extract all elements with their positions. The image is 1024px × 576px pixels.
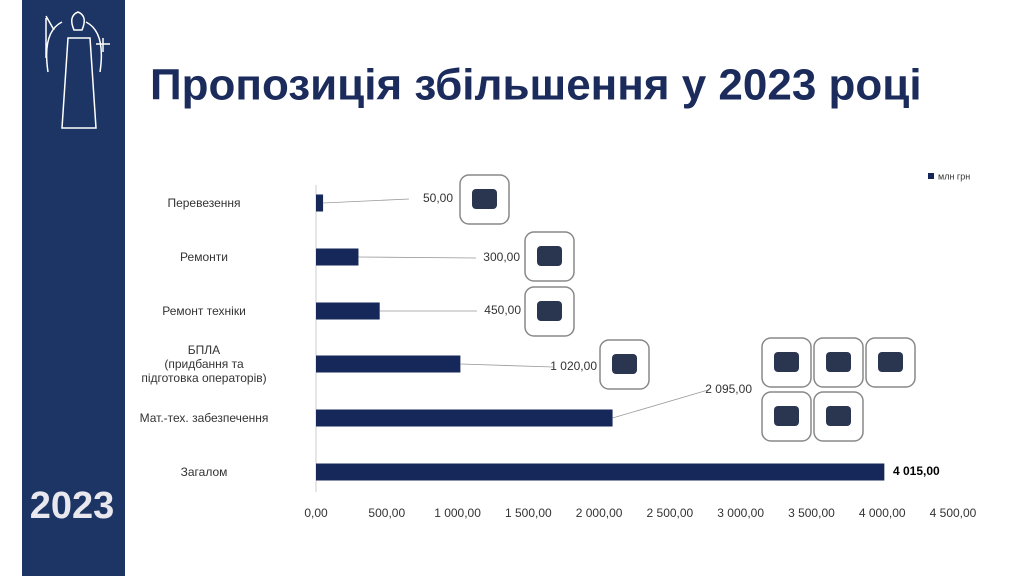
category-label: БПЛА (придбання та підготовка операторів…: [141, 343, 267, 385]
x-tick-label: 2 500,00: [647, 506, 694, 520]
x-tick-label: 500,00: [368, 506, 405, 520]
value-label: 450,00: [484, 303, 521, 317]
leader-line: [612, 389, 709, 419]
value-label: 50,00: [423, 191, 453, 205]
x-tick-label: 1 500,00: [505, 506, 552, 520]
icon-glyph: [537, 301, 562, 321]
icon-glyph: [826, 352, 851, 372]
x-tick-label: 2 000,00: [576, 506, 623, 520]
bar: [316, 409, 613, 427]
value-label: 1 020,00: [550, 359, 597, 373]
x-tick-label: 1 000,00: [434, 506, 481, 520]
icon-glyph: [472, 189, 497, 209]
category-label: Ремонт техніки: [162, 304, 246, 318]
leader-line: [460, 363, 554, 368]
bar: [316, 463, 885, 481]
bar: [316, 302, 380, 320]
x-tick-label: 0,00: [304, 506, 328, 520]
sidebar-year: 2023: [30, 485, 115, 527]
category-label: Мат.-тех. забезпечення: [139, 411, 269, 425]
x-tick-label: 3 500,00: [788, 506, 835, 520]
leader-line: [323, 198, 410, 204]
icons: [459, 174, 916, 442]
icon-glyph: [878, 352, 903, 372]
category-label: Ремонти: [180, 250, 228, 264]
legend-label: млн грн: [938, 171, 970, 181]
x-tick-label: 4 500,00: [930, 506, 977, 520]
chart-title: Пропозиція збільшення у 2023 році: [150, 61, 922, 110]
x-tick-label: 4 000,00: [859, 506, 906, 520]
value-label: 2 095,00: [705, 382, 752, 396]
category-label: Загалом: [180, 465, 228, 479]
icon-glyph: [612, 354, 637, 374]
category-label: Перевезення: [167, 196, 241, 210]
value-label: 300,00: [483, 250, 520, 264]
value-label: 4 015,00: [893, 464, 940, 478]
logo: [45, 11, 110, 129]
bar: [316, 248, 359, 266]
sidebar: [22, 0, 125, 576]
bar: [316, 355, 461, 373]
x-tick-label: 3 000,00: [717, 506, 764, 520]
icon-glyph: [826, 406, 851, 426]
icon-glyph: [537, 246, 562, 266]
icon-glyph: [774, 406, 799, 426]
bar: [316, 194, 324, 212]
leader-line: [358, 256, 477, 259]
icon-glyph: [774, 352, 799, 372]
legend-swatch: [928, 173, 934, 179]
